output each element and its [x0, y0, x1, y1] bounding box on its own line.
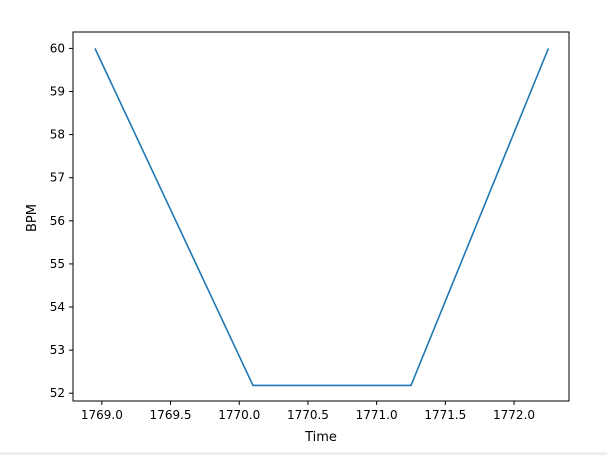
x-tick-label: 1769.5: [150, 408, 192, 422]
y-tick-label: 54: [50, 300, 65, 314]
y-tick-label: 52: [50, 386, 65, 400]
y-tick-label: 56: [50, 214, 65, 228]
y-tick-label: 59: [50, 84, 65, 98]
series-line: [94, 48, 550, 387]
x-axis-label: Time: [304, 430, 337, 445]
axes-frame: [72, 31, 570, 402]
x-tick-label: 1769.0: [81, 408, 123, 422]
y-tick-label: 58: [50, 128, 65, 142]
series-layer: [94, 48, 550, 387]
x-axis-ticks: 1769.0 1769.5 1770.0 1770.5 1771.0 1771.5 1772…: [81, 401, 535, 422]
x-tick-label: 1770.0: [218, 408, 260, 422]
y-tick-label: 53: [50, 343, 65, 357]
x-tick-label: 1771.0: [356, 408, 398, 422]
x-tick-label: 1771.5: [424, 408, 466, 422]
y-axis-label: BPM: [25, 204, 40, 232]
y-axis-ticks: 52 53 54 55 56 57 58 59 60: [50, 41, 73, 400]
x-tick-label: 1770.5: [287, 408, 329, 422]
y-tick-label: 57: [50, 171, 65, 185]
plot-area: [73, 32, 569, 401]
y-tick-label: 60: [50, 41, 65, 55]
x-tick-label: 1772.0: [493, 408, 535, 422]
y-tick-label: 55: [50, 257, 65, 271]
bottom-strip: [0, 452, 607, 455]
